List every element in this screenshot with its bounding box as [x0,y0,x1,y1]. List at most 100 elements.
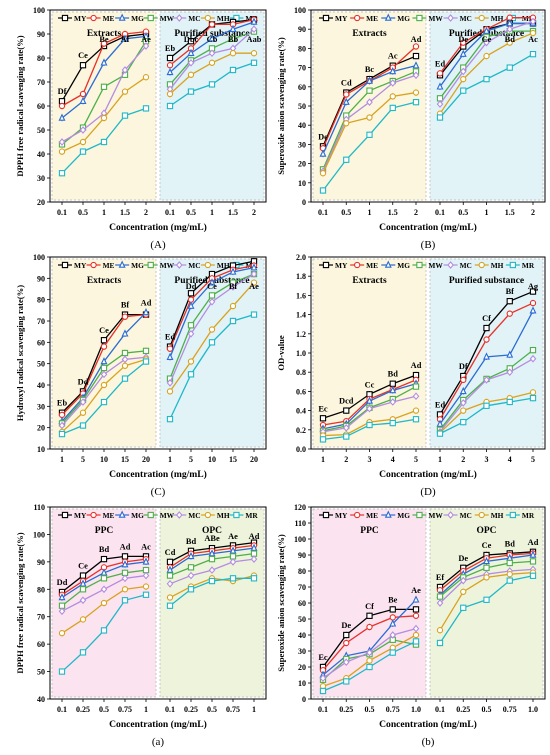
x-tick-label: 2 [461,455,465,464]
y-tick-label: 90 [37,30,45,39]
data-point [121,112,129,119]
data-point [436,593,444,600]
x-tick-label: 0.5 [365,705,375,714]
significance-letter: Be [388,595,398,604]
data-point [529,354,537,363]
data-point [343,156,350,163]
data-point [166,54,174,62]
significance-letter: Ad [528,538,539,547]
data-point [483,75,490,83]
significance-letter: Df [58,87,67,96]
y-tick-label: 0.6 [296,387,306,396]
legend-label-mg: MG [131,261,144,270]
data-point [389,104,396,112]
data-point [250,270,258,278]
x-tick-label: 0.5 [207,705,217,714]
data-point [483,336,490,343]
series-mr [58,59,258,177]
data-point [483,564,490,571]
y-axis-label: DPPH free radical scavenging rate(%) [15,35,25,176]
significance-letter: Cd [341,79,352,88]
data-point [389,385,397,394]
data-point [389,631,397,639]
y-tick-label: 1.8 [296,272,306,281]
significance-letter: Dd [186,282,197,291]
significance-letter: Bc [365,65,375,74]
data-point [58,148,66,155]
y-tick-label: 70 [298,583,306,592]
data-point [208,49,216,58]
y-tick-label: 80 [37,54,45,63]
x-tick-label: 0.5 [341,208,351,217]
data-point [483,596,490,603]
y-tick-label: 10 [298,679,306,688]
y-tick-label: 50 [37,668,45,677]
group-label: Extracts [87,276,122,286]
legend-label-me: ME [103,261,115,270]
data-point [460,407,467,414]
series-mh [58,50,258,155]
legend-label-me: ME [366,14,378,23]
data-point [79,62,87,69]
y-tick-label: 1.2 [296,330,306,339]
data-point [343,433,350,440]
series-mc [58,270,258,430]
series-mr [319,50,537,194]
data-point [58,593,66,601]
x-tick-label: 20 [142,455,150,464]
legend-marker-me [353,14,361,22]
y-axis-label: OD-value [276,335,286,371]
significance-letter: Cb [207,35,218,44]
data-point [412,612,420,619]
significance-letter: Af [121,35,130,44]
data-point [366,98,373,106]
data-point [187,322,195,329]
group-label: PPC [360,526,379,536]
x-tick-label: 5 [189,455,193,464]
data-point [142,74,150,81]
data-point [529,51,537,58]
data-point [58,430,66,438]
x-tick-label: 0.1 [165,208,175,217]
chart-panel-A: Extracts Purified substance 20 30 40 50 60 70 80… [15,6,267,251]
significance-letter: Dbc [184,35,199,44]
data-point [366,663,373,671]
data-point [529,17,537,26]
data-point [436,100,444,108]
data-point [187,329,195,338]
data-point [483,324,490,332]
x-tick-label: 0.1 [57,705,67,714]
data-point [250,59,258,66]
x-tick-label: 1 [144,705,148,714]
data-point [250,17,258,25]
data-point [412,638,420,645]
legend-marker-me [90,511,97,519]
data-point [412,392,420,401]
data-point [79,148,87,155]
data-point [166,102,174,110]
y-tick-label: 1.4 [296,311,306,320]
data-point [506,64,513,71]
legend-label-mh: MH [491,261,504,270]
significance-letter: Ef [436,573,445,582]
data-point [506,577,513,584]
legend-label-mh: MH [217,14,230,23]
y-tick-label: 60 [37,102,45,111]
data-point [166,565,174,573]
y-tick-label: 100 [33,530,45,539]
significance-letter: Df [459,362,468,371]
data-point [460,604,467,611]
data-point [100,337,108,344]
x-tick-label: 10 [100,455,108,464]
significance-letter: De [318,132,328,141]
data-point [166,90,174,98]
data-point [208,555,216,563]
x-tick-label: 0.5 [186,208,196,217]
group-label: OPC [202,526,222,536]
data-point [100,357,108,365]
data-point [366,76,373,84]
data-point [529,346,537,354]
legend-marker-mg [118,13,126,21]
legend-label-my: MY [335,511,348,520]
